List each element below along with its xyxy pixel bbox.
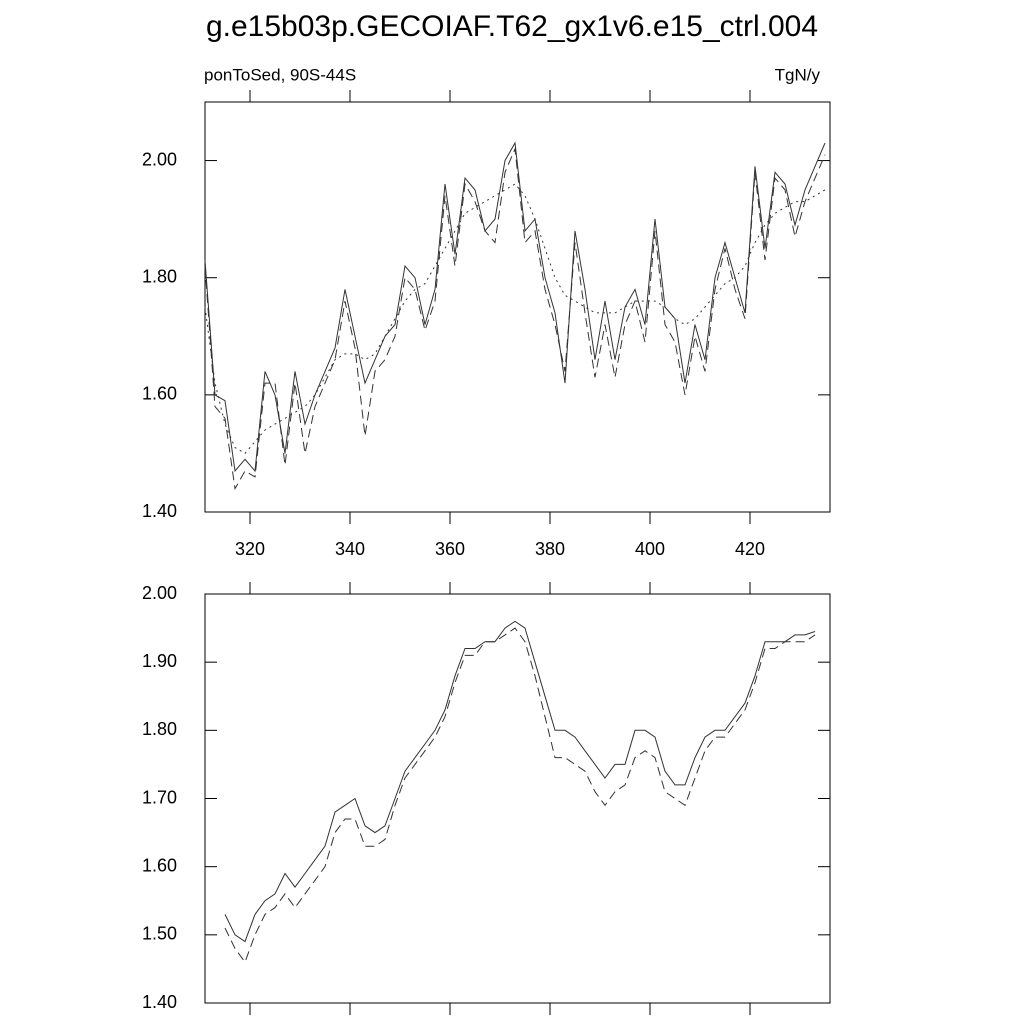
chart-title: g.e15b03p.GECOIAF.T62_gx1v6.e15_ctrl.004: [206, 10, 818, 43]
y-tick-label: 2.00: [142, 583, 177, 603]
y-tick-label: 1.40: [142, 992, 177, 1012]
y-tick-label: 1.40: [142, 501, 177, 521]
y-tick-label: 1.90: [142, 651, 177, 671]
x-tick-label: 400: [635, 539, 665, 559]
left-label: ponToSed, 90S-44S: [204, 65, 356, 84]
series-line: [204, 183, 826, 455]
x-tick-label: 420: [735, 539, 765, 559]
x-tick-label: 360: [435, 539, 465, 559]
series-line: [224, 627, 816, 964]
series-line: [204, 141, 826, 473]
plot-frame: [204, 593, 831, 1004]
y-tick-label: 1.60: [142, 384, 177, 404]
x-tick-label: 380: [535, 539, 565, 559]
y-tick-label: 1.50: [142, 924, 177, 944]
y-tick-label: 1.70: [142, 787, 177, 807]
y-tick-label: 2.00: [142, 149, 177, 169]
series-line: [204, 146, 826, 491]
right-label: TgN/y: [775, 65, 821, 84]
x-tick-label: 320: [235, 539, 265, 559]
x-tick-label: 340: [335, 539, 365, 559]
series-line: [224, 620, 816, 943]
y-tick-label: 1.80: [142, 719, 177, 739]
y-tick-label: 1.80: [142, 266, 177, 286]
y-tick-label: 1.60: [142, 855, 177, 875]
